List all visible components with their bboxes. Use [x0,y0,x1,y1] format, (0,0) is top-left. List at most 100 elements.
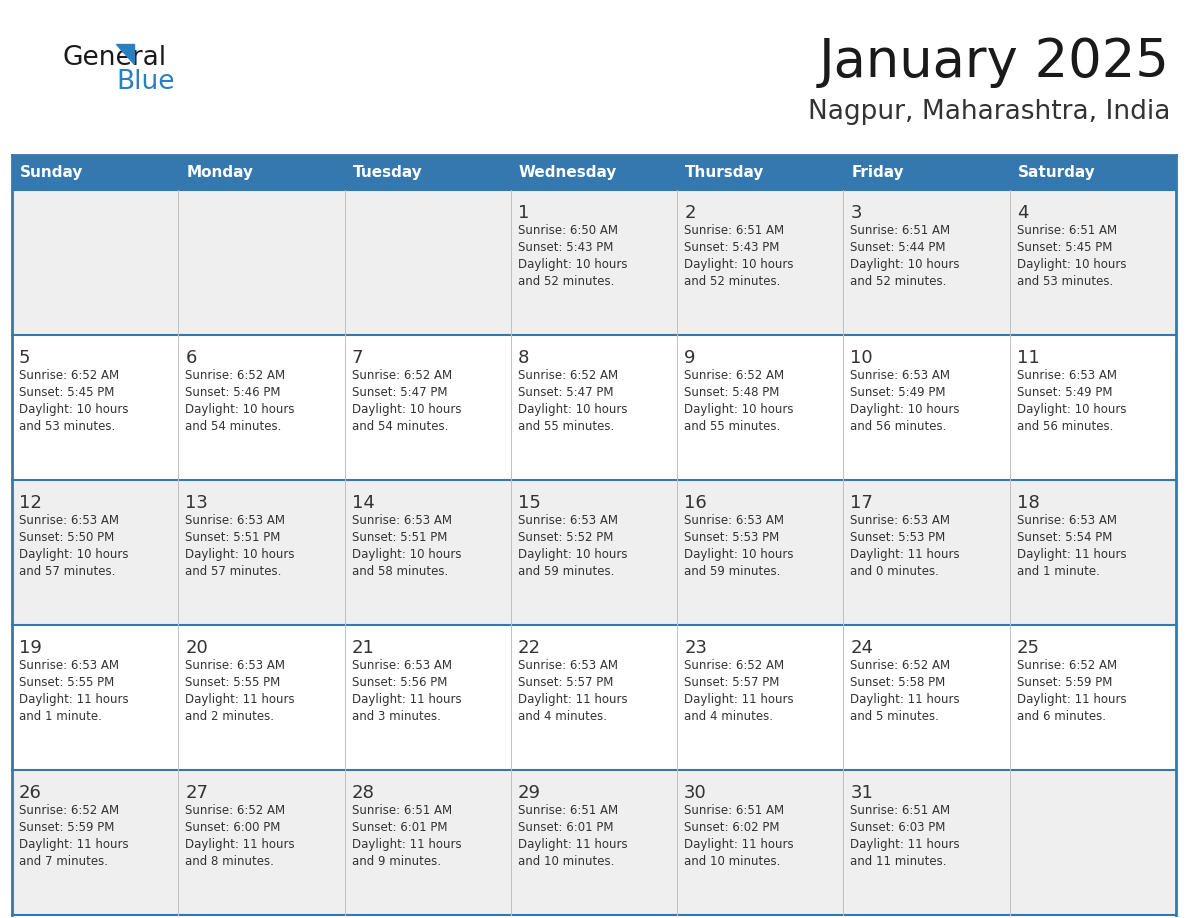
Text: and 0 minutes.: and 0 minutes. [851,565,940,578]
Text: Sunrise: 6:53 AM: Sunrise: 6:53 AM [352,659,451,672]
Text: Sunrise: 6:53 AM: Sunrise: 6:53 AM [185,514,285,527]
Text: Sunset: 5:55 PM: Sunset: 5:55 PM [185,676,280,689]
Bar [1010,770,1176,915]
Text: Sunrise: 6:52 AM: Sunrise: 6:52 AM [851,659,950,672]
Text: and 57 minutes.: and 57 minutes. [19,565,115,578]
Text: Daylight: 11 hours: Daylight: 11 hours [185,838,295,851]
Text: 3: 3 [851,204,862,222]
Text: Daylight: 10 hours: Daylight: 10 hours [1017,258,1126,271]
Text: and 4 minutes.: and 4 minutes. [518,710,607,723]
Bar [12,480,178,625]
Bar [345,335,511,480]
Text: and 9 minutes.: and 9 minutes. [352,855,441,868]
Text: Sunrise: 6:51 AM: Sunrise: 6:51 AM [684,224,784,237]
Text: Sunset: 6:02 PM: Sunset: 6:02 PM [684,821,779,834]
Bar [12,625,178,770]
Text: 12: 12 [19,494,42,512]
Text: and 56 minutes.: and 56 minutes. [851,420,947,433]
Bar [677,625,843,770]
Bar [677,190,843,335]
Text: 19: 19 [19,639,42,657]
Text: Sunset: 5:45 PM: Sunset: 5:45 PM [19,386,114,399]
Text: Sunrise: 6:52 AM: Sunrise: 6:52 AM [185,804,285,817]
Text: Daylight: 11 hours: Daylight: 11 hours [1017,548,1126,561]
Bar [1010,335,1176,480]
Text: Daylight: 10 hours: Daylight: 10 hours [1017,403,1126,416]
Text: Friday: Friday [852,165,904,180]
Text: Daylight: 10 hours: Daylight: 10 hours [684,548,794,561]
Text: and 10 minutes.: and 10 minutes. [518,855,614,868]
Bar [843,155,1010,190]
Text: January 2025: January 2025 [819,36,1170,88]
Text: Daylight: 11 hours: Daylight: 11 hours [19,838,128,851]
Text: Thursday: Thursday [685,165,765,180]
Text: 23: 23 [684,639,707,657]
Text: Sunrise: 6:53 AM: Sunrise: 6:53 AM [518,514,618,527]
Text: Sunset: 5:58 PM: Sunset: 5:58 PM [851,676,946,689]
Text: Sunset: 5:52 PM: Sunset: 5:52 PM [518,531,613,544]
Text: Sunrise: 6:53 AM: Sunrise: 6:53 AM [1017,369,1117,382]
Text: Sunset: 5:48 PM: Sunset: 5:48 PM [684,386,779,399]
Bar [1010,190,1176,335]
Text: Sunset: 5:43 PM: Sunset: 5:43 PM [684,241,779,254]
Text: Sunset: 5:47 PM: Sunset: 5:47 PM [518,386,613,399]
Text: 8: 8 [518,349,529,367]
Text: Daylight: 10 hours: Daylight: 10 hours [352,403,461,416]
Text: 20: 20 [185,639,208,657]
Bar [843,190,1010,335]
Text: 18: 18 [1017,494,1040,512]
Bar [345,770,511,915]
Text: and 58 minutes.: and 58 minutes. [352,565,448,578]
Text: Daylight: 11 hours: Daylight: 11 hours [851,693,960,706]
Text: 5: 5 [19,349,31,367]
Text: 16: 16 [684,494,707,512]
Text: 10: 10 [851,349,873,367]
Text: and 4 minutes.: and 4 minutes. [684,710,773,723]
Text: Sunrise: 6:51 AM: Sunrise: 6:51 AM [352,804,451,817]
Bar [843,770,1010,915]
Text: Sunset: 5:59 PM: Sunset: 5:59 PM [19,821,114,834]
Text: 27: 27 [185,784,208,802]
Text: Sunday: Sunday [20,165,83,180]
Text: and 54 minutes.: and 54 minutes. [185,420,282,433]
Text: Sunrise: 6:53 AM: Sunrise: 6:53 AM [19,659,119,672]
Text: 2: 2 [684,204,696,222]
Text: 21: 21 [352,639,374,657]
Text: Sunrise: 6:52 AM: Sunrise: 6:52 AM [684,369,784,382]
Text: Sunrise: 6:53 AM: Sunrise: 6:53 AM [1017,514,1117,527]
Text: Daylight: 10 hours: Daylight: 10 hours [19,403,128,416]
Text: Sunset: 5:51 PM: Sunset: 5:51 PM [352,531,447,544]
Text: and 6 minutes.: and 6 minutes. [1017,710,1106,723]
Bar [345,625,511,770]
Text: Sunset: 5:57 PM: Sunset: 5:57 PM [518,676,613,689]
Bar [677,770,843,915]
Text: and 57 minutes.: and 57 minutes. [185,565,282,578]
Text: and 53 minutes.: and 53 minutes. [1017,275,1113,288]
Bar [1010,155,1176,190]
Bar [345,480,511,625]
Text: Sunset: 5:56 PM: Sunset: 5:56 PM [352,676,447,689]
Bar [511,625,677,770]
Text: Sunset: 6:01 PM: Sunset: 6:01 PM [352,821,447,834]
Text: Sunrise: 6:53 AM: Sunrise: 6:53 AM [851,514,950,527]
Text: Sunset: 5:53 PM: Sunset: 5:53 PM [851,531,946,544]
Text: Daylight: 11 hours: Daylight: 11 hours [851,548,960,561]
Text: 24: 24 [851,639,873,657]
Text: and 55 minutes.: and 55 minutes. [518,420,614,433]
Text: 6: 6 [185,349,197,367]
Text: Sunrise: 6:52 AM: Sunrise: 6:52 AM [1017,659,1117,672]
Text: Daylight: 11 hours: Daylight: 11 hours [19,693,128,706]
Text: Daylight: 10 hours: Daylight: 10 hours [518,548,627,561]
Text: Sunset: 6:03 PM: Sunset: 6:03 PM [851,821,946,834]
Text: Sunset: 5:49 PM: Sunset: 5:49 PM [1017,386,1112,399]
Text: General: General [62,45,166,71]
Text: Sunrise: 6:51 AM: Sunrise: 6:51 AM [851,224,950,237]
Text: Sunset: 5:54 PM: Sunset: 5:54 PM [1017,531,1112,544]
Text: and 53 minutes.: and 53 minutes. [19,420,115,433]
Text: Saturday: Saturday [1018,165,1095,180]
Text: Wednesday: Wednesday [519,165,618,180]
Text: Daylight: 10 hours: Daylight: 10 hours [19,548,128,561]
Bar [178,155,345,190]
Bar [345,155,511,190]
Bar [677,480,843,625]
